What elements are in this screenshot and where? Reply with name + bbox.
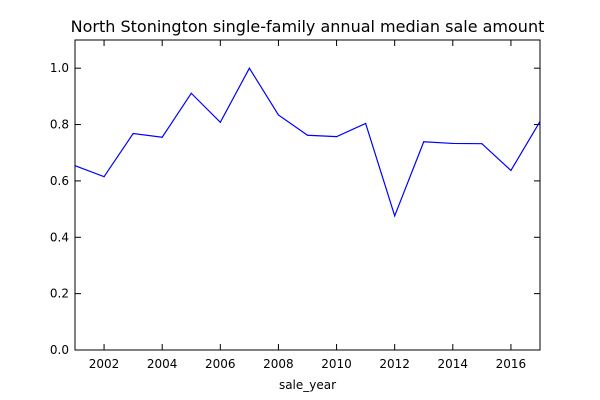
x-tick-label: 2002 bbox=[89, 357, 120, 371]
data-point bbox=[423, 141, 425, 143]
data-point bbox=[161, 136, 163, 138]
data-point bbox=[365, 122, 367, 125]
data-point bbox=[306, 134, 309, 136]
y-tick-label: 0.0 bbox=[50, 343, 69, 357]
data-point bbox=[510, 169, 512, 172]
y-axis: 0.0 0.2 0.4 0.6 0.8 1.0 bbox=[50, 61, 540, 357]
data-point bbox=[452, 142, 454, 145]
data-point bbox=[277, 114, 280, 116]
series-layer bbox=[74, 66, 541, 218]
y-tick-label: 0.2 bbox=[50, 287, 69, 301]
y-tick-label: 0.6 bbox=[50, 174, 69, 188]
data-point bbox=[481, 143, 483, 145]
data-point bbox=[190, 92, 192, 94]
x-tick-label: 2006 bbox=[205, 357, 236, 371]
y-tick-label: 1.0 bbox=[50, 61, 69, 75]
x-axis: 2002 2004 2006 2008 2010 2012 2014 2016 bbox=[89, 40, 526, 371]
x-tick-label: 2012 bbox=[379, 357, 410, 371]
plot-frame bbox=[74, 39, 541, 351]
plot-area bbox=[75, 40, 540, 350]
x-tick-label: 2004 bbox=[147, 357, 178, 371]
x-tick-label: 2008 bbox=[263, 357, 294, 371]
data-point bbox=[335, 136, 338, 138]
x-tick-label: 2016 bbox=[496, 357, 527, 371]
data-point bbox=[219, 121, 221, 123]
x-axis-label: sale_year bbox=[279, 378, 336, 392]
x-tick-label: 2014 bbox=[438, 357, 469, 371]
x-tick-label: 2010 bbox=[321, 357, 352, 371]
data-point bbox=[248, 67, 250, 69]
y-tick-label: 0.4 bbox=[50, 230, 69, 244]
data-point bbox=[132, 132, 134, 135]
y-tick-label: 0.8 bbox=[50, 118, 69, 132]
chart-title: North Stonington single-family annual me… bbox=[71, 17, 545, 36]
data-point bbox=[394, 215, 396, 217]
data-point bbox=[103, 176, 105, 178]
